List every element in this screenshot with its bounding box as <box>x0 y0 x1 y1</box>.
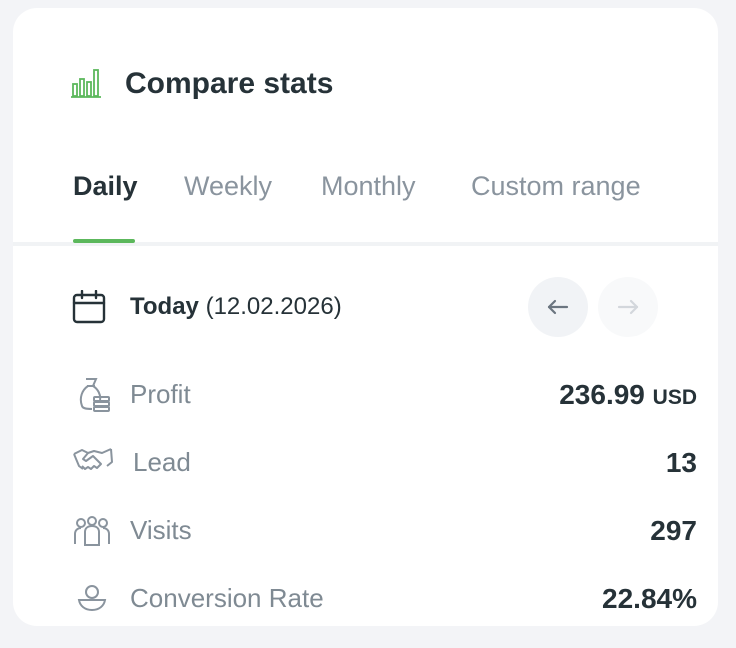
visits-icon <box>74 516 110 546</box>
chart-icon <box>71 69 101 98</box>
next-button[interactable] <box>598 277 658 337</box>
arrow-right <box>617 299 639 315</box>
metric-label: Lead <box>133 447 191 477</box>
profit-icon <box>79 378 110 412</box>
prev-button[interactable] <box>528 277 588 337</box>
metric-label: Conversion Rate <box>130 583 324 613</box>
tab[interactable]: Custom range <box>471 171 641 201</box>
stats-card: Compare stats Daily Weekly Monthly Custo… <box>13 8 718 626</box>
arrow-left <box>547 299 569 315</box>
metric-value: 22.84% <box>602 583 697 614</box>
date-label: Today <box>130 293 199 320</box>
metric-number: 236.99 <box>559 379 645 410</box>
calendar-icon <box>72 290 106 324</box>
tab[interactable]: Daily <box>73 171 138 201</box>
active-tab-indicator <box>73 239 135 243</box>
conversion-icon <box>77 585 107 612</box>
metric-value: 236.99 USD <box>559 378 697 415</box>
metric-label: Visits <box>130 515 192 545</box>
card-title: Compare stats <box>125 67 334 100</box>
metric-value: 13 <box>665 447 697 478</box>
date-value: (12.02.2026) <box>205 293 342 320</box>
metric-label: Profit <box>130 379 191 409</box>
tab[interactable]: Monthly <box>321 171 416 201</box>
lead-icon <box>73 448 113 470</box>
date-display: Today (12.02.2026) <box>130 292 342 322</box>
tab[interactable]: Weekly <box>184 171 273 201</box>
divider <box>13 242 718 246</box>
metric-unit: USD <box>652 386 697 409</box>
metric-value: 297 <box>650 515 697 546</box>
